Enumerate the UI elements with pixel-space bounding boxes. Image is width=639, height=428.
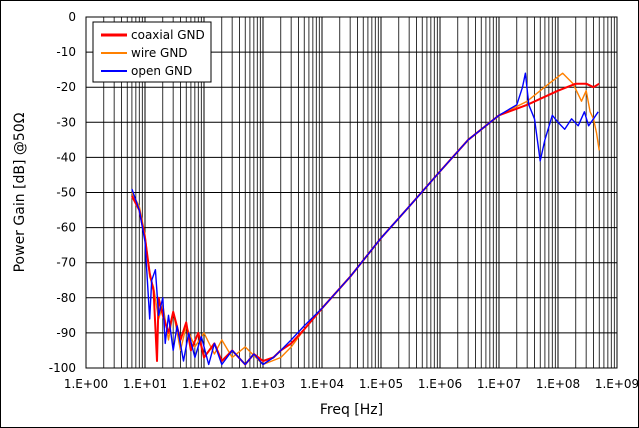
x-tick-label: 1.E+00 [64,377,108,391]
y-tick-labels: 0 -10 -20 -30 -40 -50 -60 -70 -80 -90 -100 [49,10,76,375]
y-tick-label: -50 [56,186,76,200]
x-tick-label: 1.E+03 [241,377,285,391]
legend-label: coaxial GND [131,28,205,42]
x-tick-label: 1.E+04 [300,377,344,391]
y-tick-label: -30 [56,115,76,129]
series-line-wire-gnd [131,72,600,366]
y-tick-label: -80 [56,291,76,305]
legend-label: wire GND [131,46,188,60]
x-tick-label: 1.E+07 [477,377,521,391]
x-tick-label: 1.E+05 [359,377,403,391]
y-tick-label: 0 [68,10,76,24]
x-tick-label: 1.E+01 [123,377,167,391]
y-tick-label: -60 [56,221,76,235]
x-tick-label: 1.E+06 [418,377,462,391]
y-tick-label: -100 [49,361,76,375]
plot-area [85,16,618,369]
series-line-coaxial-gnd [131,82,600,366]
x-axis-title: Freq [Hz] [320,402,383,418]
y-tick-label: -40 [56,150,76,164]
y-tick-label: -90 [56,326,76,340]
y-tick-label: -20 [56,80,76,94]
series-lines [131,72,600,366]
x-tick-label: 1.E+08 [536,377,580,391]
x-tick-label: 1.E+02 [182,377,226,391]
y-tick-label: -70 [56,256,76,270]
legend: coaxial GND wire GND open GND [92,21,212,83]
legend-label: open GND [131,64,192,78]
x-tick-labels: 1.E+00 1.E+01 1.E+02 1.E+03 1.E+04 1.E+05 1.E+… [64,377,639,391]
y-axis-title: Power Gain [dB] @50Ω [12,112,28,272]
y-tick-label: -10 [56,45,76,59]
x-tick-label: 1.E+09 [595,377,639,391]
series-line-open-gnd [131,72,599,366]
